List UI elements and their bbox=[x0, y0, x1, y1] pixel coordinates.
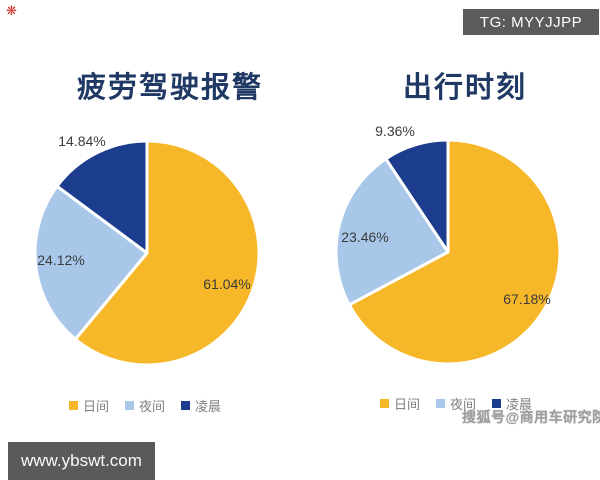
pie-chart-travel-time bbox=[334, 138, 562, 366]
legend-swatch-night bbox=[435, 399, 445, 408]
legend-item-night: 夜间 bbox=[124, 396, 165, 415]
pie-slice-night bbox=[334, 157, 450, 307]
legend-label-night: 夜间 bbox=[449, 397, 476, 412]
slice-label-day-left: 61.04% bbox=[203, 276, 251, 292]
legend-item-day: 日间 bbox=[379, 394, 420, 413]
pie-slice-dawn bbox=[55, 139, 149, 255]
legend-swatch-dawn bbox=[181, 401, 190, 410]
pie-slice-night bbox=[33, 184, 149, 341]
legend-swatch-dawn bbox=[492, 399, 501, 408]
tg-badge: TG: MYYJJPP bbox=[463, 9, 599, 35]
sohu-watermark: 搜狐号@商用车研究院 bbox=[462, 409, 600, 425]
legend-item-dawn: 凌晨 bbox=[181, 396, 221, 415]
legend-label-dawn: 凌晨 bbox=[195, 399, 222, 414]
legend-item-dawn: 凌晨 bbox=[492, 394, 532, 413]
slice-label-dawn-left: 14.84% bbox=[58, 133, 106, 149]
legend-label-dawn: 凌晨 bbox=[506, 397, 533, 412]
pie-slice-day bbox=[347, 138, 562, 366]
legend-fatigue-alarm: 日间 夜间 凌晨 bbox=[25, 396, 265, 415]
legend-label-night: 夜间 bbox=[138, 399, 165, 414]
legend-travel-time: 日间 夜间 凌晨 bbox=[336, 394, 576, 413]
legend-label-day: 日间 bbox=[82, 399, 109, 414]
pie-slice-dawn bbox=[384, 138, 450, 254]
legend-swatch-night bbox=[124, 401, 134, 410]
legend-item-day: 日间 bbox=[68, 396, 109, 415]
legend-label-day: 日间 bbox=[393, 397, 420, 412]
legend-swatch-day bbox=[68, 401, 78, 410]
chart-title-travel-time: 出行时刻 bbox=[402, 72, 527, 104]
chart-title-fatigue-alarm: 疲劳驾驶报警 bbox=[76, 72, 263, 104]
url-watermark-bar: www.ybswt.com bbox=[8, 442, 155, 480]
slice-label-night-left: 24.12% bbox=[37, 252, 85, 268]
legend-item-night: 夜间 bbox=[435, 394, 476, 413]
legend-swatch-day bbox=[379, 399, 389, 408]
slice-label-dawn-right: 9.36% bbox=[375, 123, 415, 139]
pie-chart-fatigue-alarm bbox=[33, 139, 261, 367]
pie-slice-day bbox=[73, 139, 261, 367]
slice-label-day-right: 67.18% bbox=[503, 291, 551, 307]
red-corner-mark-icon: ❋ bbox=[6, 3, 17, 18]
slice-label-night-right: 23.46% bbox=[341, 229, 389, 245]
